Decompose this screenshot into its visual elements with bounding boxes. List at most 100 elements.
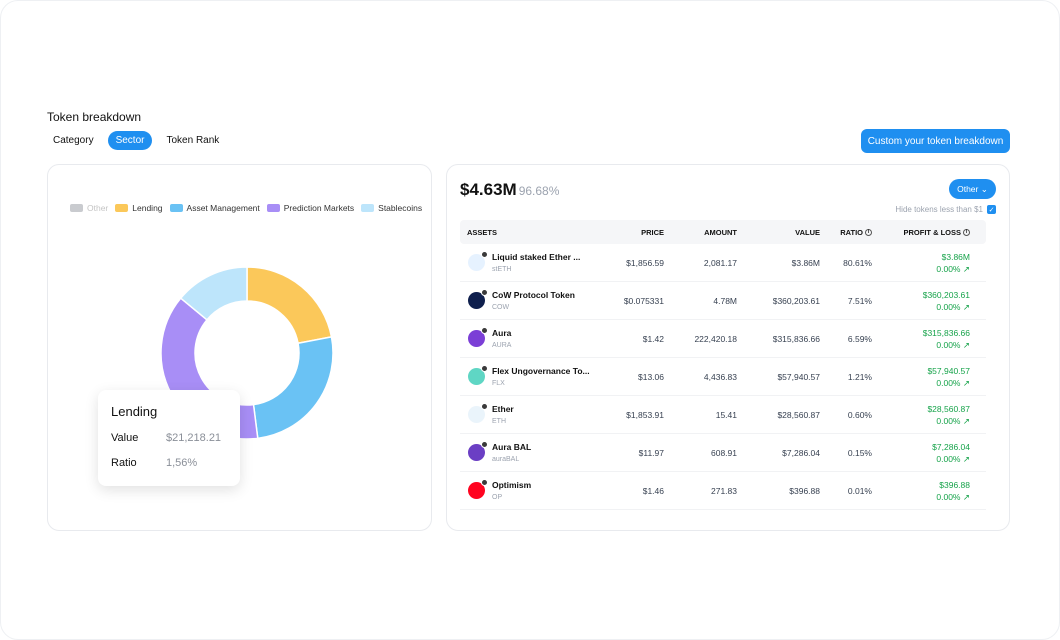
legend-item-asset-management[interactable]: Asset Management: [169, 203, 260, 213]
chart-legend: Other Lending Asset Management Predictio…: [70, 203, 422, 213]
asset-symbol: stETH: [492, 265, 512, 273]
asset-name: Ether: [492, 403, 514, 414]
profit-loss-value: $3.86M: [941, 251, 970, 262]
header-amount[interactable]: AMOUNT: [704, 227, 737, 237]
legend-item-other[interactable]: Other: [70, 203, 108, 213]
profit-loss-cell: $396.88 0.00% ↗: [872, 479, 976, 503]
sector-filter-dropdown[interactable]: Other ⌄: [949, 179, 996, 199]
header-assets[interactable]: ASSETS: [467, 227, 498, 237]
asset-symbol: ETH: [492, 417, 506, 425]
header-profit-loss[interactable]: PROFIT & LOSS i: [872, 228, 976, 237]
value-cell: $396.88: [789, 485, 820, 496]
legend-swatch: [169, 204, 183, 212]
table-row[interactable]: Optimism OP $1.46 271.83 $396.88 0.01% $396.88…: [460, 472, 986, 510]
info-icon[interactable]: i: [963, 229, 970, 237]
donut-slice-lending[interactable]: [246, 267, 333, 345]
price-cell: $1,853.91: [626, 409, 664, 420]
price-cell: $1,856.59: [626, 257, 664, 268]
profit-loss-value: $7,286.04: [932, 441, 970, 452]
table-row[interactable]: CoW Protocol Token COW $0.075331 4.78M $360,…: [460, 282, 986, 320]
ratio-cell: 0.01%: [847, 485, 872, 496]
asset-name: Aura BAL: [492, 441, 532, 452]
asset-cell: Flex Ungovernance To... FLX: [460, 365, 600, 389]
legend-item-prediction-markets[interactable]: Prediction Markets: [266, 203, 354, 213]
custom-token-breakdown-button[interactable]: Custom your token breakdown: [861, 129, 1010, 153]
tab-category[interactable]: Category: [53, 135, 94, 146]
tab-sector[interactable]: Sector: [107, 131, 153, 150]
ratio-cell: 0.15%: [847, 447, 872, 458]
profit-loss-cell: $28,560.87 0.00% ↗: [872, 403, 976, 427]
profit-loss-percent-text: 0.00%: [936, 263, 961, 274]
asset-symbol: OP: [492, 493, 503, 501]
info-icon[interactable]: i: [865, 229, 872, 237]
optimism-icon: [468, 479, 488, 499]
asset-name: Liquid staked Ether ...: [492, 251, 581, 262]
asset-cell: Liquid staked Ether ... stETH: [460, 251, 600, 275]
profit-loss-cell: $315,836.66 0.00% ↗: [872, 327, 976, 351]
legend-label: Other: [87, 203, 109, 213]
asset-text: CoW Protocol Token COW: [492, 289, 575, 313]
table-row[interactable]: Flex Ungovernance To... FLX $13.06 4,436.83…: [460, 358, 986, 396]
header-ratio-label: RATIO: [840, 227, 863, 237]
ether-icon: [468, 403, 488, 423]
donut-slice-stablecoins[interactable]: [179, 267, 248, 321]
tooltip-value-label: Value: [111, 432, 139, 444]
profit-loss-percent: 0.00% ↗: [872, 339, 970, 351]
ethereum-badge-icon: [481, 365, 488, 372]
ethereum-badge-icon: [481, 251, 488, 258]
header-value[interactable]: VALUE: [795, 227, 820, 237]
value-cell: $360,203.61: [772, 295, 820, 306]
donut-slice-asset-management[interactable]: [252, 336, 333, 439]
profit-loss-percent: 0.00% ↗: [872, 415, 970, 427]
amount-cell: 4,436.83: [703, 371, 737, 382]
asset-text: Flex Ungovernance To... FLX: [492, 365, 590, 389]
asset-symbol: COW: [492, 303, 510, 311]
profit-loss-value: $396.88: [939, 479, 970, 490]
value-cell: $7,286.04: [782, 447, 820, 458]
ratio-cell: 0.60%: [847, 409, 872, 420]
legend-swatch: [70, 204, 83, 212]
table-row[interactable]: Ether ETH $1,853.91 15.41 $28,560.87 0.60% $28…: [460, 396, 986, 434]
legend-label: Asset Management: [186, 203, 260, 213]
profit-loss-percent-text: 0.00%: [936, 453, 961, 464]
asset-symbol: FLX: [492, 379, 505, 387]
flx-icon: [468, 365, 488, 385]
asset-cell: CoW Protocol Token COW: [460, 289, 600, 313]
tooltip-ratio-row: Ratio 1,56%: [111, 457, 227, 469]
hide-small-tokens-toggle[interactable]: Hide tokens less than $1 ✓: [860, 205, 996, 214]
header-price[interactable]: PRICE: [641, 227, 664, 237]
tab-token-rank[interactable]: Token Rank: [166, 135, 220, 146]
price-cell: $13.06: [638, 371, 664, 382]
asset-symbol: auraBAL: [492, 455, 520, 463]
asset-name: Optimism: [492, 479, 532, 490]
value-cell: $3.86M: [791, 257, 820, 268]
tooltip-ratio: 1,56%: [166, 457, 198, 469]
profit-loss-value: $315,836.66: [922, 327, 970, 338]
table-row[interactable]: Liquid staked Ether ... stETH $1,856.59 2,0…: [460, 244, 986, 282]
ratio-cell: 1.21%: [847, 371, 872, 382]
trend-up-icon: ↗: [962, 263, 970, 274]
legend-swatch: [266, 204, 280, 212]
dropdown-selected: Other: [957, 183, 979, 194]
trend-up-icon: ↗: [962, 491, 970, 502]
legend-item-lending[interactable]: Lending: [115, 203, 163, 213]
amount-cell: 608.91: [711, 447, 737, 458]
amount-cell: 2,081.17: [703, 257, 737, 268]
price-cell: $0.075331: [623, 295, 664, 306]
chart-tooltip: Lending Value $21,218.21 Ratio 1,56%: [98, 390, 240, 486]
value-cell: $57,940.57: [777, 371, 820, 382]
value-cell: $315,836.66: [772, 333, 820, 344]
header-ratio[interactable]: RATIO i: [820, 228, 872, 237]
trend-up-icon: ↗: [962, 453, 970, 464]
asset-text: Liquid staked Ether ... stETH: [492, 251, 580, 275]
trend-up-icon: ↗: [962, 415, 970, 426]
total-percent: 96.68%: [518, 184, 560, 198]
price-cell: $11.97: [638, 447, 664, 458]
table-row[interactable]: Aura AURA $1.42 222,420.18 $315,836.66 6.59% $…: [460, 320, 986, 358]
table-row[interactable]: Aura BAL auraBAL $11.97 608.91 $7,286.04 0.15…: [460, 434, 986, 472]
legend-item-stablecoins[interactable]: Stablecoins: [361, 203, 422, 213]
asset-cell: Optimism OP: [460, 479, 600, 503]
profit-loss-percent-text: 0.00%: [936, 377, 961, 388]
trend-up-icon: ↗: [962, 339, 970, 350]
hide-small-tokens-checkbox[interactable]: ✓: [987, 205, 996, 214]
